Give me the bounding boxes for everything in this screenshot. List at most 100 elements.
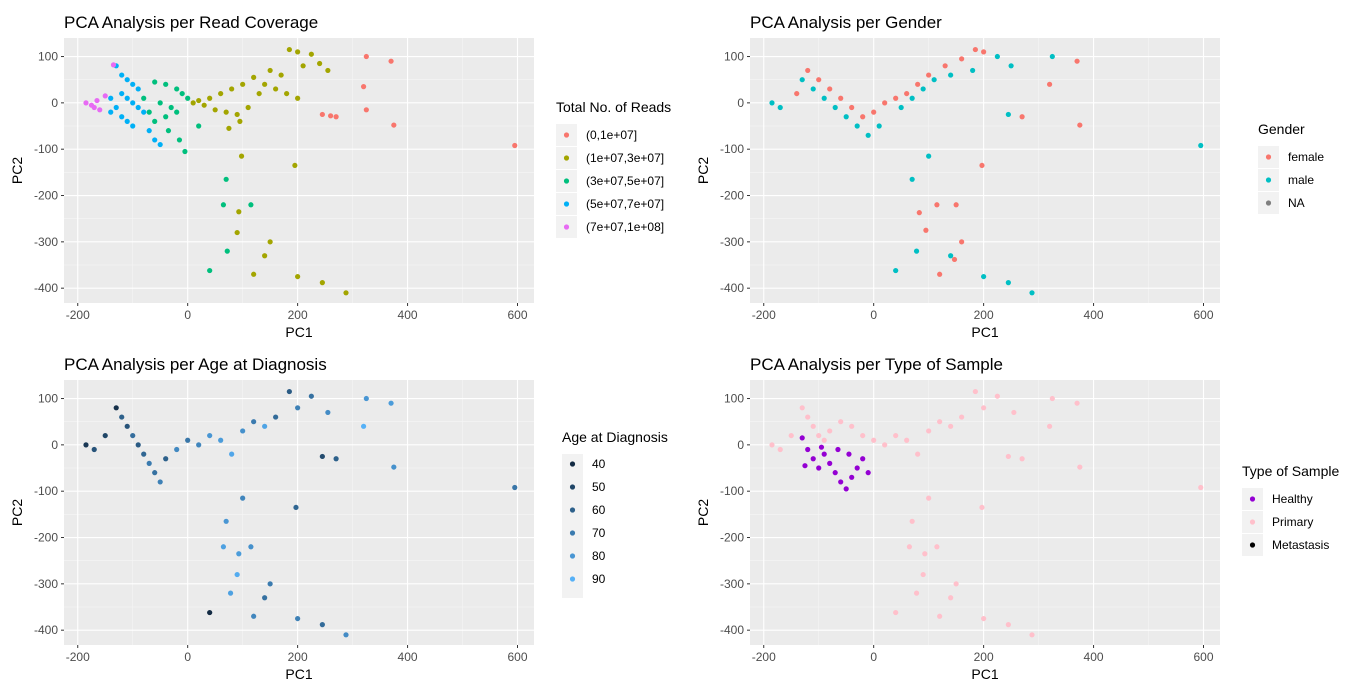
data-point: [1046, 81, 1053, 87]
data-point: [769, 100, 775, 106]
data-point: [91, 104, 97, 111]
data-point: [262, 595, 268, 601]
data-point: [319, 622, 325, 628]
data-point: [286, 46, 292, 53]
data-point: [124, 77, 130, 83]
data-point: [821, 95, 827, 101]
data-point: [906, 544, 913, 550]
data-point: [835, 446, 841, 453]
data-point: [994, 393, 1000, 399]
x-tick-label: -200: [66, 650, 90, 664]
x-tick-label: 200: [974, 308, 994, 322]
data-point: [951, 256, 958, 263]
x-tick-label: 200: [974, 650, 994, 664]
chart-title: PCA Analysis per Age at Diagnosis: [64, 355, 327, 374]
y-tick-label: 100: [724, 50, 744, 64]
data-point: [223, 109, 229, 115]
legend: Type of Sample Healthy Primary Metastasis: [1242, 463, 1339, 556]
data-point: [1019, 114, 1025, 120]
legend-label: 50: [592, 480, 606, 494]
legend-title: Age at Diagnosis: [562, 429, 668, 445]
legend-key-swatch: [569, 507, 576, 513]
data-point: [959, 239, 965, 245]
y-tick-label: -200: [34, 531, 58, 545]
legend-label: 90: [592, 572, 606, 586]
data-point: [931, 77, 937, 83]
chart-panel: PCA Analysis per Gender -200 0 200 400 600 100…: [695, 13, 1324, 340]
data-point: [981, 615, 987, 622]
data-point: [893, 267, 899, 274]
data-point: [218, 90, 224, 97]
legend-label: (1e+07,3e+07]: [586, 151, 664, 165]
data-point: [994, 53, 1000, 60]
data-point: [223, 176, 229, 182]
data-point: [821, 437, 827, 443]
data-point: [1077, 122, 1083, 128]
data-point: [248, 202, 254, 208]
data-point: [959, 56, 965, 62]
chart-panel: PCA Analysis per Type of Sample -200 0 200 4…: [695, 355, 1339, 682]
legend: Age at Diagnosis 40 50 60 70 80 90: [562, 429, 668, 598]
data-point: [849, 474, 855, 480]
data-point: [934, 544, 940, 550]
y-tick-label: -200: [34, 189, 58, 203]
legend-key-swatch: [563, 201, 570, 207]
data-point: [388, 58, 394, 64]
data-point: [937, 613, 943, 619]
data-point: [838, 95, 844, 101]
x-axis-title: PC1: [285, 324, 312, 340]
data-point: [91, 446, 97, 453]
data-point: [979, 162, 985, 169]
data-point: [325, 409, 331, 416]
data-point: [152, 137, 158, 143]
data-point: [1005, 111, 1011, 118]
data-point: [810, 456, 816, 462]
data-point: [165, 128, 172, 134]
legend-key-swatch: [569, 461, 576, 467]
data-point: [240, 495, 246, 501]
legend-key-swatch: [563, 224, 570, 230]
data-point: [267, 581, 273, 587]
data-point: [251, 271, 257, 277]
data-point: [893, 609, 899, 616]
data-point: [124, 423, 130, 429]
data-point: [843, 114, 849, 120]
data-point: [1008, 63, 1014, 69]
plot-panel-background: [750, 380, 1220, 645]
data-point: [333, 456, 339, 462]
legend-key-background: [562, 454, 583, 598]
data-point: [226, 125, 232, 131]
chart-title: PCA Analysis per Type of Sample: [750, 355, 1003, 374]
y-axis-title: PC2: [695, 499, 711, 526]
data-point: [124, 95, 130, 101]
data-point: [838, 479, 844, 485]
data-point: [343, 290, 349, 296]
data-point: [295, 405, 301, 411]
data-point: [333, 114, 339, 120]
data-point: [948, 253, 954, 259]
data-point: [328, 113, 334, 119]
data-point: [251, 613, 257, 619]
data-point: [300, 63, 306, 69]
legend-label: NA: [1288, 196, 1305, 210]
y-tick-label: -100: [720, 142, 744, 156]
legend-label: (5e+07,7e+07]: [586, 197, 664, 211]
data-point: [236, 209, 242, 215]
data-point: [849, 104, 855, 111]
x-tick-label: 600: [507, 650, 527, 664]
data-point: [319, 280, 325, 286]
data-point: [262, 423, 268, 429]
data-point: [108, 95, 114, 101]
data-point: [141, 95, 147, 101]
data-point: [97, 107, 103, 113]
data-point: [256, 90, 262, 97]
data-point: [799, 77, 805, 83]
legend-key-swatch: [569, 553, 576, 559]
legend-title: Total No. of Reads: [556, 99, 671, 115]
data-point: [805, 67, 811, 74]
data-point: [174, 446, 180, 453]
data-point: [391, 122, 397, 128]
data-point: [981, 405, 987, 411]
data-point: [363, 53, 369, 60]
data-point: [240, 81, 246, 87]
